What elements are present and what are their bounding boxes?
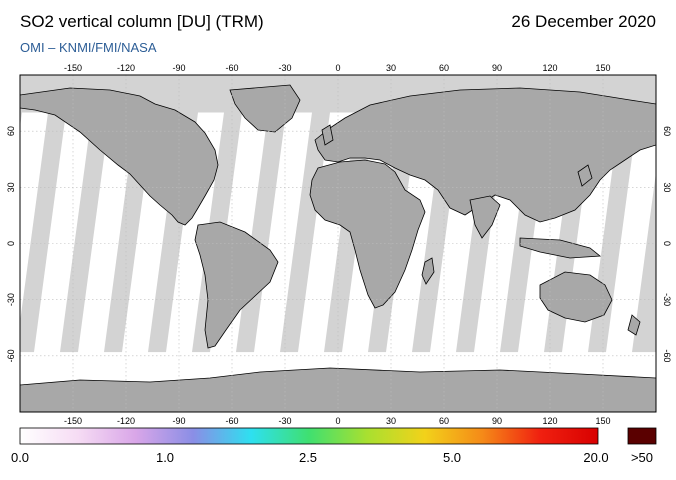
colorbar bbox=[19, 427, 599, 445]
data-credit: OMI – KNMI/FMI/NASA bbox=[20, 40, 157, 55]
lon-tick-top: 90 bbox=[492, 63, 502, 73]
lon-tick-top: 150 bbox=[595, 63, 610, 73]
axis-ticks: -150 -150 -120 -120 -90 -90 -60 -60 -30 -30 0 0 30 30… bbox=[6, 63, 672, 426]
lon-tick-top: 120 bbox=[542, 63, 557, 73]
lon-tick-bottom: 60 bbox=[439, 416, 449, 426]
lon-tick-bottom: -60 bbox=[225, 416, 238, 426]
colorbar-label-4: 20.0 bbox=[583, 450, 609, 465]
indonesia bbox=[519, 237, 602, 259]
lon-tick-bottom: 30 bbox=[386, 416, 396, 426]
lon-tick-bottom: 150 bbox=[595, 416, 610, 426]
india bbox=[469, 195, 501, 239]
lat-tick-right: 60 bbox=[662, 126, 672, 136]
swath-strip bbox=[598, 112, 656, 412]
lon-tick-top: -150 bbox=[64, 63, 82, 73]
lon-tick-bottom: -30 bbox=[278, 416, 291, 426]
swath-strip bbox=[26, 112, 92, 412]
madagascar bbox=[421, 257, 435, 285]
graticule bbox=[20, 75, 656, 412]
south-america bbox=[194, 221, 279, 349]
colorbar-label-2: 2.5 bbox=[298, 450, 318, 465]
colorbar-label-3: 5.0 bbox=[442, 450, 462, 465]
lon-tick-bottom: -150 bbox=[64, 416, 82, 426]
lat-tick-right: -60 bbox=[662, 349, 672, 362]
lon-tick-top: -30 bbox=[278, 63, 291, 73]
north-america bbox=[20, 87, 219, 226]
japan bbox=[577, 164, 593, 187]
lat-tick-left: -60 bbox=[6, 349, 16, 362]
swath-strip bbox=[246, 112, 312, 412]
australia bbox=[539, 271, 613, 323]
landmasses bbox=[20, 84, 656, 412]
lat-tick-left: 30 bbox=[6, 182, 16, 192]
swath-strip bbox=[378, 112, 444, 412]
map-title: SO2 vertical column [DU] (TRM) bbox=[20, 12, 264, 31]
colorbar-label-1: 1.0 bbox=[155, 450, 175, 465]
eurasia bbox=[314, 87, 656, 223]
greenland bbox=[229, 84, 301, 133]
lon-tick-bottom: -120 bbox=[117, 416, 135, 426]
lat-tick-right: 0 bbox=[662, 241, 672, 246]
africa bbox=[309, 159, 426, 309]
lon-tick-top: 0 bbox=[335, 63, 340, 73]
lat-tick-left: 0 bbox=[6, 241, 16, 246]
map-date: 26 December 2020 bbox=[511, 12, 656, 31]
new-zealand bbox=[627, 314, 641, 336]
lon-tick-bottom: 90 bbox=[492, 416, 502, 426]
lon-tick-top: 60 bbox=[439, 63, 449, 73]
swath-strip bbox=[70, 112, 136, 412]
lat-tick-right: 30 bbox=[662, 182, 672, 192]
colorbar-label-0: 0.0 bbox=[10, 450, 30, 465]
lon-tick-bottom: 0 bbox=[335, 416, 340, 426]
swath-strip bbox=[554, 112, 620, 412]
lon-tick-bottom: -90 bbox=[172, 416, 185, 426]
lon-tick-bottom: 120 bbox=[542, 416, 557, 426]
british-isles bbox=[321, 124, 334, 146]
lat-tick-right: -30 bbox=[662, 293, 672, 306]
lat-tick-left: 60 bbox=[6, 126, 16, 136]
map-frame bbox=[19, 74, 657, 413]
lon-tick-top: 30 bbox=[386, 63, 396, 73]
colorbar-overflow-box bbox=[627, 427, 657, 445]
lat-tick-left: -30 bbox=[6, 293, 16, 306]
lon-tick-top: -120 bbox=[117, 63, 135, 73]
swath-strip bbox=[20, 112, 48, 323]
lon-tick-top: -60 bbox=[225, 63, 238, 73]
colorbar-overflow-label: >50 bbox=[630, 450, 654, 465]
lon-tick-top: -90 bbox=[172, 63, 185, 73]
